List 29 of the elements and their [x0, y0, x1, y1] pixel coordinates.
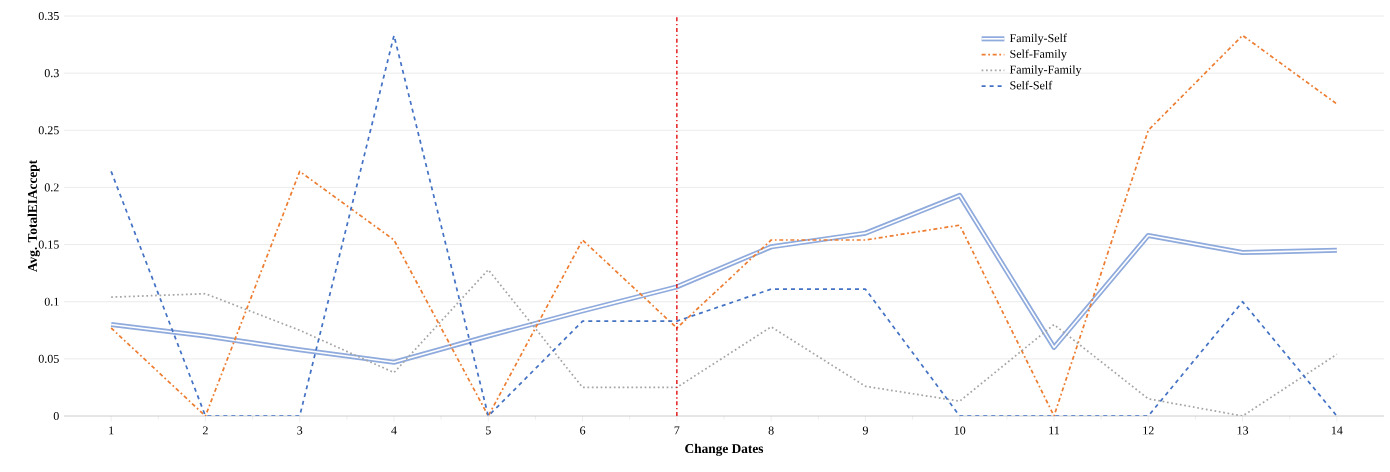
x-tick-label: 5	[485, 426, 491, 435]
x-tick-label: 13	[1237, 426, 1249, 435]
legend-label: Self-Self	[1010, 80, 1053, 90]
x-tick-label: 11	[1049, 426, 1060, 435]
y-tick-label: 0.25	[38, 126, 59, 135]
x-tick-label: 9	[862, 426, 868, 435]
y-tick-label: 0.15	[38, 240, 59, 249]
y-tick-label: 0	[53, 411, 59, 421]
x-tick-label: 3	[297, 426, 303, 435]
x-tick-label: 8	[768, 426, 774, 435]
line-series	[110, 268, 1338, 416]
legend-label: Self-Family	[1010, 49, 1067, 61]
x-tick-label: 4	[391, 426, 397, 435]
x-tick-label: 10	[954, 426, 966, 435]
x-tick-label: 1	[109, 426, 114, 435]
x-axis-title: Change Dates	[685, 443, 764, 456]
x-tick-label: 6	[580, 426, 586, 435]
line-series	[110, 34, 1338, 416]
y-tick-label: 0.3	[44, 69, 59, 78]
y-tick-label: 0.2	[44, 183, 59, 192]
y-tick-label: 0.1	[44, 297, 59, 306]
legend-label: Family-Family	[1009, 65, 1082, 77]
x-tick-label: 14	[1331, 426, 1343, 435]
y-tick-label: 0.35	[38, 11, 59, 21]
y-tick-label: 0.05	[38, 354, 59, 363]
legend-label: Family-Self	[1009, 33, 1067, 45]
x-tick-label: 12	[1143, 426, 1154, 435]
x-tick-label: 2	[202, 426, 208, 435]
x-tick-label: 7	[674, 426, 680, 435]
